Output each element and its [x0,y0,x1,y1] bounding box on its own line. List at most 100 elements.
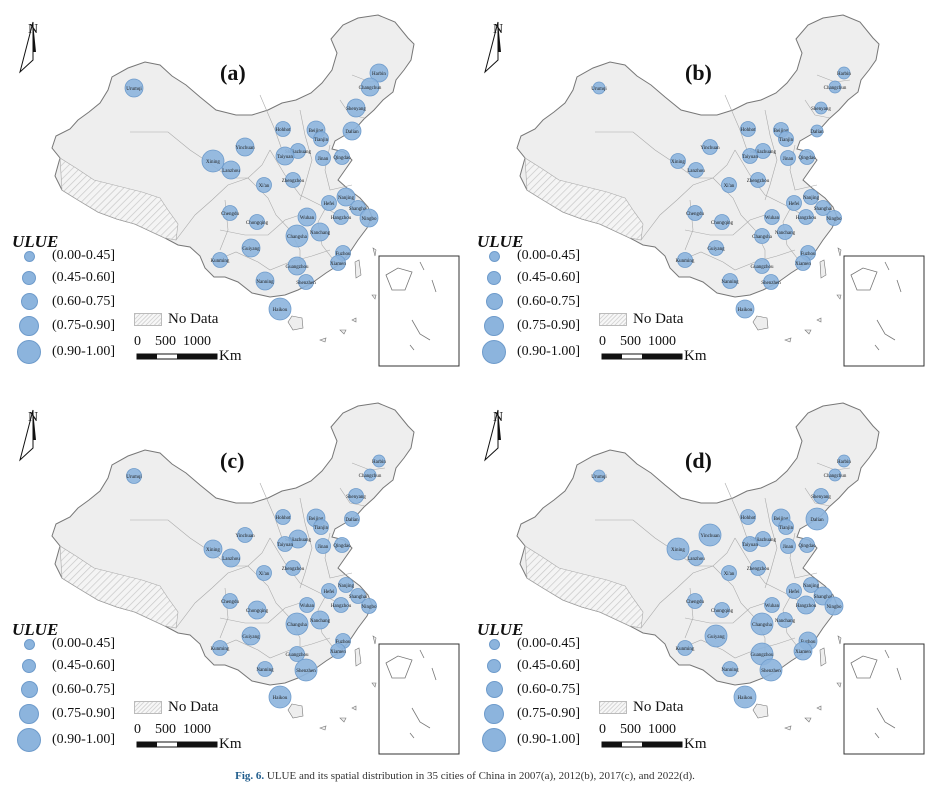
province-boundary [339,487,366,507]
city-symbol [256,565,272,581]
city-label: Jinan [783,157,794,162]
city-symbol [334,537,350,553]
city-label: Xi'an [259,572,270,577]
city-label: Xiamen [795,262,811,267]
inset-box [378,643,460,755]
city-label: Guangzhou [750,653,774,658]
city-label: Changchun [359,86,382,91]
legend-circle [484,704,504,724]
province-boundary [640,177,714,241]
city-label: Xiamen [795,650,811,655]
province-boundary [130,519,206,549]
city-label: Nanchang [310,619,331,624]
city-label: Chengdu [221,600,240,605]
legend-label: (0.00-0.45] [517,636,580,651]
legend-no-data: No Data [599,699,683,716]
legend-circle [22,659,36,673]
city-symbol [359,208,379,228]
city-label: Urumqi [126,475,142,480]
city-label: Urumqi [126,87,142,92]
legend-no-data: No Data [599,311,683,328]
city-label: Hefei [788,202,800,207]
city-symbol [334,149,350,165]
city-symbol [268,685,292,709]
legend-label: (0.45-0.60] [517,270,580,285]
island [819,259,827,279]
scale-bar [136,353,218,360]
city-symbol [828,468,842,482]
city-symbol [249,214,265,230]
legend-label: (0.75-0.90] [52,706,115,721]
city-symbol [346,98,366,118]
legend-item: (0.90-1.00] [482,728,580,752]
province-boundary [259,94,283,151]
city-symbol [126,468,142,484]
province-boundary [175,177,249,241]
city-symbol [256,177,272,193]
city-label: Yinchuan [235,534,255,539]
legend-label: (0.45-0.60] [52,270,115,285]
legend-item: (0.45-0.60] [487,658,580,674]
island [819,647,827,667]
inset-box [843,255,925,367]
city-symbol [670,153,686,169]
province-boundary [219,602,301,624]
island [837,635,842,645]
city-label: Harbin [837,72,851,77]
city-symbol [299,597,315,613]
legend-title: ULUE [12,620,59,639]
panel-d: Urumqi Harbin Changchun Shenyang Dalian Hohho… [465,388,930,774]
legend-item: (0.45-0.60] [487,270,580,286]
city-symbol [348,488,364,504]
city-symbol [687,205,703,221]
city-label: Wuhan [300,216,315,221]
city-label: Haikou [738,696,753,701]
city-label: Shenyang [811,495,831,500]
city-symbol [702,139,718,155]
legend-item: (0.75-0.90] [19,704,115,724]
city-symbol [742,536,758,552]
province-boundary [684,214,766,236]
legend-label: (0.90-1.00] [517,344,580,359]
island [287,315,304,331]
city-label: Shanghai [349,207,368,212]
city-symbol [688,162,704,178]
city-label: Xining [671,160,685,165]
province-boundary [211,637,331,659]
city-symbol [336,187,356,207]
scale-bar [136,741,218,748]
city-label: Xining [671,548,685,553]
province-boundary [712,177,766,270]
province-boundary [764,497,778,589]
city-symbol [714,214,730,230]
city-label: Shenzhen [296,281,316,286]
city-label: Fuzhou [801,640,817,645]
city-symbol [124,78,144,98]
city-symbol [803,189,819,205]
city-label: Lanzhou [222,169,240,174]
city-label: Tianjin [314,526,329,531]
city-label: Shanghai [814,595,833,600]
province-boundary [299,109,313,201]
city-symbol [294,658,318,682]
panel-label: (a) [220,60,246,85]
city-symbol [796,595,816,615]
city-label: Fuzhou [801,252,817,257]
city-label: Changchun [824,86,847,91]
city-label: Beijing [309,129,324,134]
city-symbol [795,255,811,271]
city-label: Qingdao [333,156,351,161]
province-boundary [712,565,766,658]
legend-item: (0.00-0.45] [23,636,115,652]
province-boundary [804,99,831,119]
province-boundary [247,565,301,658]
city-symbol [592,81,606,95]
island [319,337,327,343]
city-label: Wuhan [765,216,780,221]
scale-unit: Km [684,348,707,364]
legend-circle [23,250,35,262]
city-symbol [778,519,794,535]
province-boundary [724,94,748,151]
legend-circle [22,271,36,285]
city-symbol [330,643,346,659]
